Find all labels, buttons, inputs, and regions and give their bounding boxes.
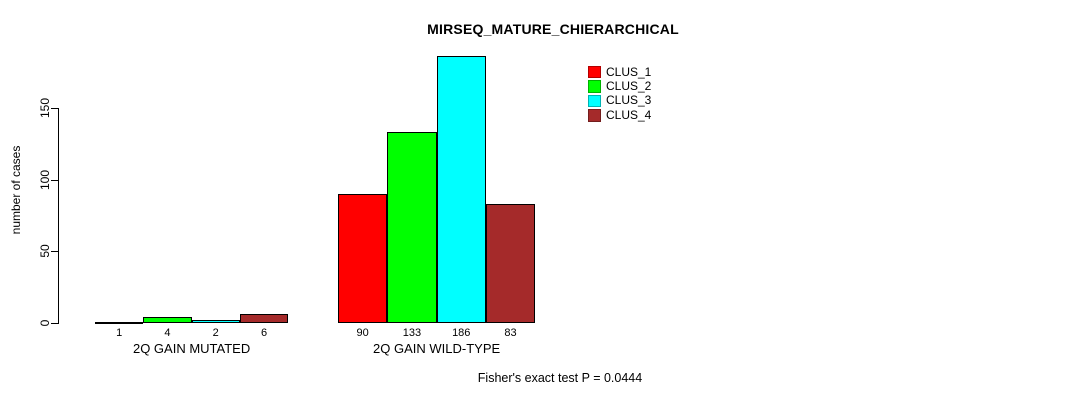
- bar-clus_2-group2: [387, 132, 437, 323]
- legend-label: CLUS_2: [606, 79, 652, 94]
- legend-swatch-icon: [588, 65, 601, 79]
- y-axis-tick-label: 50: [38, 244, 52, 259]
- bar-value-label: 90: [356, 327, 369, 339]
- legend-swatch-icon: [588, 109, 601, 122]
- bar-clus_1-group1: [95, 321, 144, 324]
- legend-swatch-icon: [588, 80, 601, 93]
- y-axis-tick-label: 0: [38, 319, 52, 327]
- y-axis-tick-label: 100: [38, 169, 52, 190]
- y-axis-tick: [51, 251, 58, 253]
- category-label: 2Q GAIN WILD-TYPE: [373, 341, 501, 356]
- bar-value-label: 2: [212, 327, 219, 339]
- legend-item-clus_2: CLUS_2: [588, 79, 651, 93]
- bar-value-label: 4: [164, 327, 171, 339]
- legend-swatch-icon: [588, 94, 601, 108]
- chart-title: MIRSEQ_MATURE_CHIERARCHICAL: [427, 21, 679, 37]
- bar-clus_4-group1: [239, 314, 289, 323]
- legend: CLUS_1 CLUS_2 CLUS_3 CLUS_4: [588, 65, 651, 123]
- y-axis-tick-label: 150: [38, 97, 52, 119]
- legend-label: CLUS_1: [606, 64, 652, 79]
- bar-clus_3-group2: [436, 56, 486, 323]
- bar-clus_1-group2: [338, 194, 388, 323]
- y-axis-tick: [51, 108, 58, 109]
- category-label: 2Q GAIN MUTATED: [132, 341, 251, 356]
- legend-label: CLUS_3: [606, 93, 652, 108]
- bar-clus_3-group1: [191, 320, 240, 323]
- y-axis-tick: [51, 323, 58, 324]
- legend-item-clus_1: CLUS_1: [588, 65, 651, 79]
- bar-value-label: 83: [504, 327, 517, 339]
- bar-value-label: 133: [402, 327, 422, 339]
- bar-clus_4-group2: [485, 204, 536, 323]
- legend-item-clus_3: CLUS_3: [588, 94, 651, 108]
- footnote-fisher-test: Fisher's exact test P = 0.0444: [477, 371, 643, 385]
- bar-value-label: 1: [116, 327, 123, 339]
- bar-value-label: 6: [260, 327, 268, 339]
- legend-label: CLUS_4: [606, 107, 652, 122]
- bar-value-label: 186: [452, 327, 471, 339]
- y-axis-title: number of cases: [9, 145, 23, 235]
- legend-item-clus_4: CLUS_4: [588, 108, 651, 122]
- bar-clus_2-group1: [143, 317, 192, 323]
- y-axis-line: [58, 108, 59, 324]
- y-axis-tick: [51, 179, 58, 181]
